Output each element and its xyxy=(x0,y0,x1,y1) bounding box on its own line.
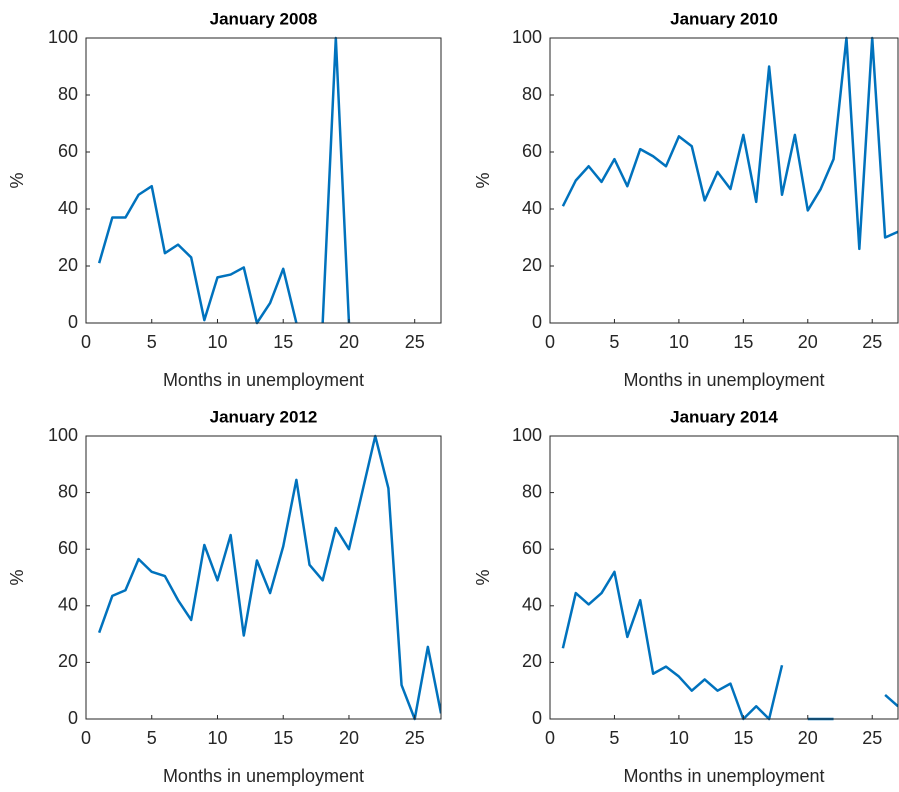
subplot: 0 5 10 15 20 25 0 20 40 60 80 100 January 2010 Months… xyxy=(473,9,899,390)
x-tick-label: 0 xyxy=(545,728,555,748)
x-tick-label: 5 xyxy=(147,728,157,748)
y-tick-label: 20 xyxy=(522,651,542,671)
data-line xyxy=(561,570,898,721)
x-tick-label: 5 xyxy=(609,728,619,748)
y-tick-label: 100 xyxy=(48,425,78,445)
x-tick-label: 0 xyxy=(81,332,91,352)
x-tick-label: 25 xyxy=(405,332,425,352)
x-axis-label: Months in unemployment xyxy=(623,766,824,786)
y-tick-label: 20 xyxy=(58,255,78,275)
x-axis-label: Months in unemployment xyxy=(163,370,364,390)
subplot: 0 5 10 15 20 25 0 20 40 60 80 100 January 2008 Months… xyxy=(7,9,442,390)
y-axis-label: % xyxy=(7,569,27,585)
y-tick-label: 60 xyxy=(58,141,78,161)
chart-title: January 2010 xyxy=(670,9,778,28)
y-tick-label: 20 xyxy=(522,255,542,275)
y-tick-label: 100 xyxy=(48,27,78,47)
subplot: 0 5 10 15 20 25 0 20 40 60 80 100 January 2012 Months… xyxy=(7,407,442,786)
x-tick-label: 10 xyxy=(207,332,227,352)
x-tick-label: 0 xyxy=(81,728,91,748)
x-tick-label: 15 xyxy=(273,728,293,748)
y-tick-label: 40 xyxy=(58,595,78,615)
y-tick-label: 60 xyxy=(58,538,78,558)
x-tick-label: 5 xyxy=(609,332,619,352)
y-tick-label: 80 xyxy=(58,84,78,104)
y-tick-label: 80 xyxy=(58,481,78,501)
y-tick-label: 60 xyxy=(522,538,542,558)
axes-box xyxy=(549,37,899,324)
y-tick-label: 40 xyxy=(522,198,542,218)
x-tick-label: 15 xyxy=(733,728,753,748)
chart-title: January 2008 xyxy=(210,9,318,28)
x-tick-label: 10 xyxy=(669,332,689,352)
y-tick-label: 20 xyxy=(58,651,78,671)
data-line xyxy=(97,434,441,721)
data-line xyxy=(561,36,898,251)
x-tick-label: 20 xyxy=(798,332,818,352)
axes-box xyxy=(85,37,442,324)
data-line xyxy=(97,36,351,325)
x-tick-label: 20 xyxy=(339,332,359,352)
y-tick-label: 0 xyxy=(532,708,542,728)
x-tick-label: 25 xyxy=(862,728,882,748)
y-tick-label: 40 xyxy=(522,595,542,615)
chart-title: January 2012 xyxy=(210,407,318,426)
y-tick-label: 40 xyxy=(58,198,78,218)
y-tick-label: 80 xyxy=(522,84,542,104)
x-tick-label: 15 xyxy=(733,332,753,352)
subplot: 0 5 10 15 20 25 0 20 40 60 80 100 January 2014 Months… xyxy=(473,407,899,786)
x-tick-label: 0 xyxy=(545,332,555,352)
y-axis-label: % xyxy=(473,569,493,585)
x-tick-label: 20 xyxy=(339,728,359,748)
x-axis-label: Months in unemployment xyxy=(623,370,824,390)
axes-box xyxy=(85,435,442,720)
y-tick-label: 0 xyxy=(68,312,78,332)
y-tick-label: 0 xyxy=(68,708,78,728)
y-axis-label: % xyxy=(473,172,493,188)
y-tick-label: 100 xyxy=(512,27,542,47)
y-tick-label: 60 xyxy=(522,141,542,161)
chart-title: January 2014 xyxy=(670,407,778,426)
x-axis-label: Months in unemployment xyxy=(163,766,364,786)
x-tick-label: 20 xyxy=(798,728,818,748)
x-tick-label: 5 xyxy=(147,332,157,352)
y-tick-label: 0 xyxy=(532,312,542,332)
y-tick-label: 100 xyxy=(512,425,542,445)
x-tick-label: 10 xyxy=(207,728,227,748)
x-tick-label: 25 xyxy=(862,332,882,352)
x-tick-label: 15 xyxy=(273,332,293,352)
axes-box xyxy=(549,435,899,720)
x-tick-label: 10 xyxy=(669,728,689,748)
x-tick-label: 25 xyxy=(405,728,425,748)
y-tick-label: 80 xyxy=(522,481,542,501)
y-axis-label: % xyxy=(7,172,27,188)
